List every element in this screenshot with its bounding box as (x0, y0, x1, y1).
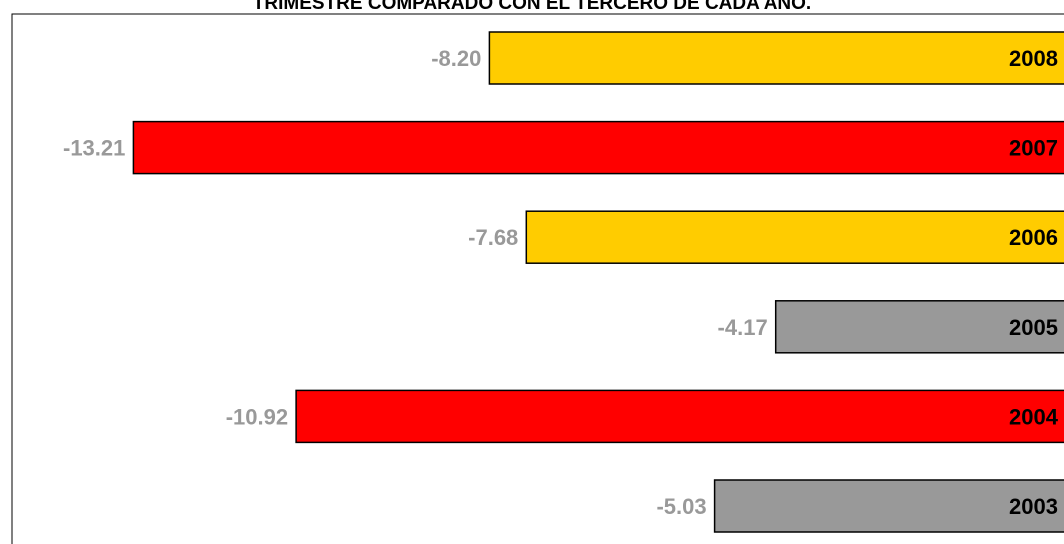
category-label-2006: 2006 (1009, 225, 1058, 250)
bar-2005 (774, 300, 1064, 354)
value-label-2003: -5.03 (656, 494, 706, 519)
category-label-2008: 2008 (1009, 46, 1058, 71)
plot-area-border (11, 13, 1064, 544)
category-label-2007: 2007 (1009, 136, 1058, 161)
bar-2004 (295, 389, 1064, 444)
value-label-2004: -10.92 (226, 404, 288, 429)
value-label-2007: -13.21 (63, 136, 125, 161)
bar-2006 (525, 210, 1064, 264)
bar-2003 (713, 479, 1064, 533)
bar-2007 (132, 120, 1064, 175)
category-label-2004: 2004 (1009, 404, 1059, 429)
value-label-2006: -7.68 (468, 225, 518, 250)
chart-title: TRIMESTRE COMPARADO CON EL TERCERO DE CA… (252, 0, 812, 14)
category-label-2005: 2005 (1009, 315, 1058, 340)
category-label-2003: 2003 (1009, 494, 1058, 519)
value-label-2008: -8.20 (431, 46, 481, 71)
bar-2008 (488, 31, 1064, 85)
value-label-2005: -4.17 (718, 315, 768, 340)
